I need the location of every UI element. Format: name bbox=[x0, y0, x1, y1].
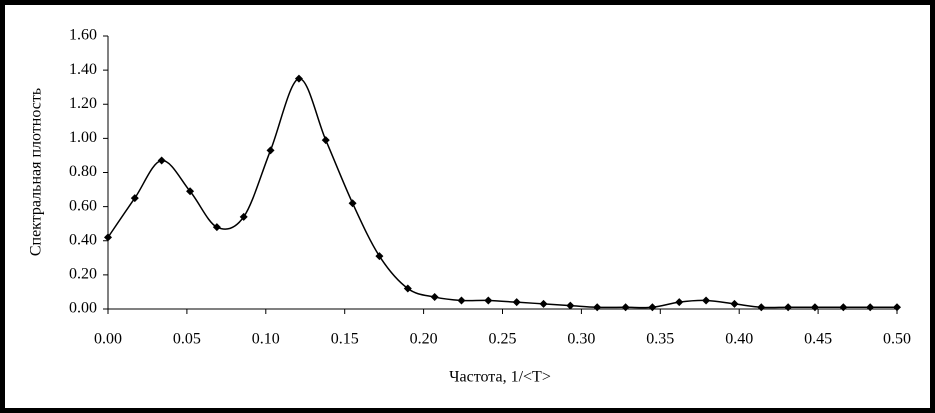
marker bbox=[321, 136, 330, 145]
x-tick-label: 0.45 bbox=[804, 331, 832, 348]
marker bbox=[839, 303, 848, 312]
marker bbox=[212, 223, 221, 232]
marker bbox=[702, 296, 711, 305]
marker bbox=[430, 293, 439, 302]
y-tick-label: 0.00 bbox=[69, 300, 97, 317]
marker bbox=[157, 156, 166, 165]
marker bbox=[675, 298, 684, 307]
x-tick-label: 0.25 bbox=[489, 331, 517, 348]
marker bbox=[648, 303, 657, 312]
marker bbox=[348, 199, 357, 208]
y-axis-label: Спектральная плотность bbox=[28, 88, 45, 256]
marker bbox=[239, 212, 248, 221]
x-tick-label: 0.15 bbox=[331, 331, 359, 348]
y-tick-label: 0.60 bbox=[69, 197, 97, 214]
marker bbox=[621, 303, 630, 312]
x-tick-label: 0.00 bbox=[94, 331, 122, 348]
y-tick-label: 0.20 bbox=[69, 266, 97, 283]
marker bbox=[104, 233, 112, 242]
marker bbox=[484, 296, 493, 305]
chart-background bbox=[5, 5, 930, 408]
marker bbox=[403, 284, 412, 293]
marker bbox=[294, 74, 303, 83]
marker bbox=[730, 299, 739, 308]
marker bbox=[266, 146, 275, 155]
marker bbox=[593, 303, 602, 312]
x-axis-label: Частота, 1/<T> bbox=[449, 369, 551, 386]
marker bbox=[186, 187, 195, 196]
marker bbox=[810, 303, 819, 312]
x-tick-label: 0.50 bbox=[883, 331, 911, 348]
marker bbox=[375, 252, 384, 261]
marker bbox=[566, 301, 575, 310]
y-tick-label: 0.40 bbox=[69, 231, 97, 248]
x-tick-label: 0.20 bbox=[410, 331, 438, 348]
y-tick-label: 1.00 bbox=[69, 129, 97, 146]
y-tick-label: 0.80 bbox=[69, 163, 97, 180]
marker bbox=[866, 303, 875, 312]
x-tick-label: 0.40 bbox=[725, 331, 753, 348]
y-tick-label: 1.40 bbox=[69, 61, 97, 78]
y-tick-label: 1.60 bbox=[69, 27, 97, 44]
marker bbox=[893, 303, 901, 312]
marker bbox=[512, 298, 521, 307]
marker bbox=[784, 303, 793, 312]
x-tick-label: 0.35 bbox=[646, 331, 674, 348]
x-tick-label: 0.30 bbox=[567, 331, 595, 348]
x-tick-label: 0.05 bbox=[173, 331, 201, 348]
marker bbox=[539, 299, 548, 308]
marker bbox=[757, 303, 766, 312]
marker bbox=[457, 296, 466, 305]
x-tick-label: 0.10 bbox=[252, 331, 280, 348]
y-tick-label: 1.20 bbox=[69, 95, 97, 112]
marker bbox=[130, 194, 139, 203]
